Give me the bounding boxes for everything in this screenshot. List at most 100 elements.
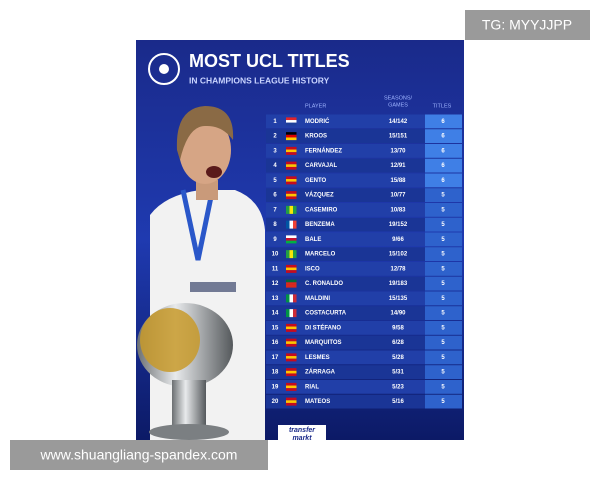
seasons-games: 15/88 <box>390 178 406 184</box>
row-background <box>266 232 462 247</box>
flag-stripe <box>286 284 297 288</box>
flag-stripe <box>286 388 297 391</box>
flag-stripe <box>286 220 290 229</box>
seasons-games: 15/102 <box>389 252 408 258</box>
titles-cell <box>425 276 462 291</box>
titles: 5 <box>441 355 445 361</box>
seasons-games: 10/77 <box>390 193 406 199</box>
player-name: C. RONALDO <box>305 281 343 287</box>
titles-cell <box>425 203 462 217</box>
rank: 17 <box>272 355 279 361</box>
titles-cell <box>425 129 462 143</box>
flag <box>286 353 297 362</box>
seasons-games: 19/152 <box>389 222 408 228</box>
flag-stripe <box>286 279 297 283</box>
flag-stripe <box>289 220 293 229</box>
flag <box>286 250 297 259</box>
flag-stripe <box>286 152 297 155</box>
row-background <box>266 217 462 232</box>
seasons-games: 5/23 <box>392 384 404 390</box>
row-background <box>266 276 462 291</box>
row-background <box>266 247 462 261</box>
row-background <box>266 173 462 188</box>
seasons-games: 5/28 <box>392 355 404 361</box>
flag <box>286 397 297 406</box>
player-name: LESMES <box>305 355 330 361</box>
column-header: SEASONS/ <box>384 95 413 101</box>
player-name: BALE <box>305 237 321 243</box>
flag <box>286 117 297 126</box>
row-background <box>266 158 462 173</box>
flag-stripe <box>293 250 297 259</box>
flag-stripe <box>286 176 297 180</box>
flag-stripe <box>286 326 297 330</box>
column-header: TITLES <box>433 103 452 109</box>
seasons-games: 13/70 <box>390 148 406 154</box>
column-header: PLAYER <box>305 103 326 109</box>
logo-text: transfer <box>289 427 316 434</box>
row-background <box>266 291 462 306</box>
subtitle: IN CHAMPIONS LEAGUE HISTORY <box>189 75 330 85</box>
rank: 2 <box>273 134 277 140</box>
row-background <box>266 380 462 394</box>
flag <box>286 338 297 347</box>
flag-stripe <box>286 132 297 135</box>
flag-stripe <box>293 205 297 214</box>
flag-stripe <box>286 122 297 126</box>
titles-cell <box>425 188 462 202</box>
titles: 5 <box>441 325 445 331</box>
flag-stripe <box>286 235 297 239</box>
titles: 5 <box>441 340 445 346</box>
flag-stripe <box>286 270 297 273</box>
seasons-games: 14/90 <box>390 311 406 317</box>
player-name: KROOS <box>305 134 327 140</box>
titles: 6 <box>441 178 445 184</box>
player-name: CARVAJAL <box>305 163 337 169</box>
flag-stripe <box>289 205 293 214</box>
row-background <box>266 394 462 409</box>
flag-stripe <box>286 117 297 121</box>
row-background <box>266 114 462 129</box>
player-name: VÁZQUEZ <box>305 192 334 199</box>
seasons-games: 14/142 <box>389 119 408 125</box>
flag-stripe <box>286 370 297 374</box>
flag-stripe <box>286 250 290 259</box>
rank: 15 <box>272 325 279 331</box>
titles-cell <box>425 291 462 306</box>
player-name: MODRIĆ <box>305 117 330 125</box>
seasons-games: 9/58 <box>392 325 404 331</box>
player-name: MATEOS <box>305 399 330 405</box>
row-background <box>266 350 462 365</box>
seasons-games: 15/151 <box>389 134 408 140</box>
seasons-games: 10/83 <box>390 207 406 213</box>
flag-stripe <box>286 368 297 371</box>
flag <box>286 382 297 391</box>
titles: 5 <box>441 281 445 287</box>
row-background <box>266 321 462 335</box>
rank: 6 <box>273 193 277 199</box>
titles-cell <box>425 365 462 379</box>
titles-cell <box>425 394 462 409</box>
flag-stripe <box>286 193 297 197</box>
flag-stripe <box>286 181 297 185</box>
column-header: GAMES <box>388 102 408 108</box>
ucl-logo-center <box>159 64 169 74</box>
titles: 5 <box>441 193 445 199</box>
flag-stripe <box>286 373 297 377</box>
titles: 5 <box>441 222 445 228</box>
flag-stripe <box>286 323 297 327</box>
row-background <box>266 365 462 379</box>
flag <box>286 294 297 303</box>
flag <box>286 323 297 332</box>
flag-stripe <box>293 309 297 318</box>
titles-cell <box>425 262 462 276</box>
flag-stripe <box>286 353 297 357</box>
player-name: MARCELO <box>305 252 336 258</box>
player-name: ZÁRRAGA <box>305 369 336 376</box>
titles-cell <box>425 335 462 350</box>
rank: 18 <box>272 370 279 376</box>
flag-stripe <box>289 294 293 303</box>
rank: 9 <box>273 237 277 243</box>
rank: 11 <box>272 266 279 272</box>
row-background <box>266 335 462 350</box>
